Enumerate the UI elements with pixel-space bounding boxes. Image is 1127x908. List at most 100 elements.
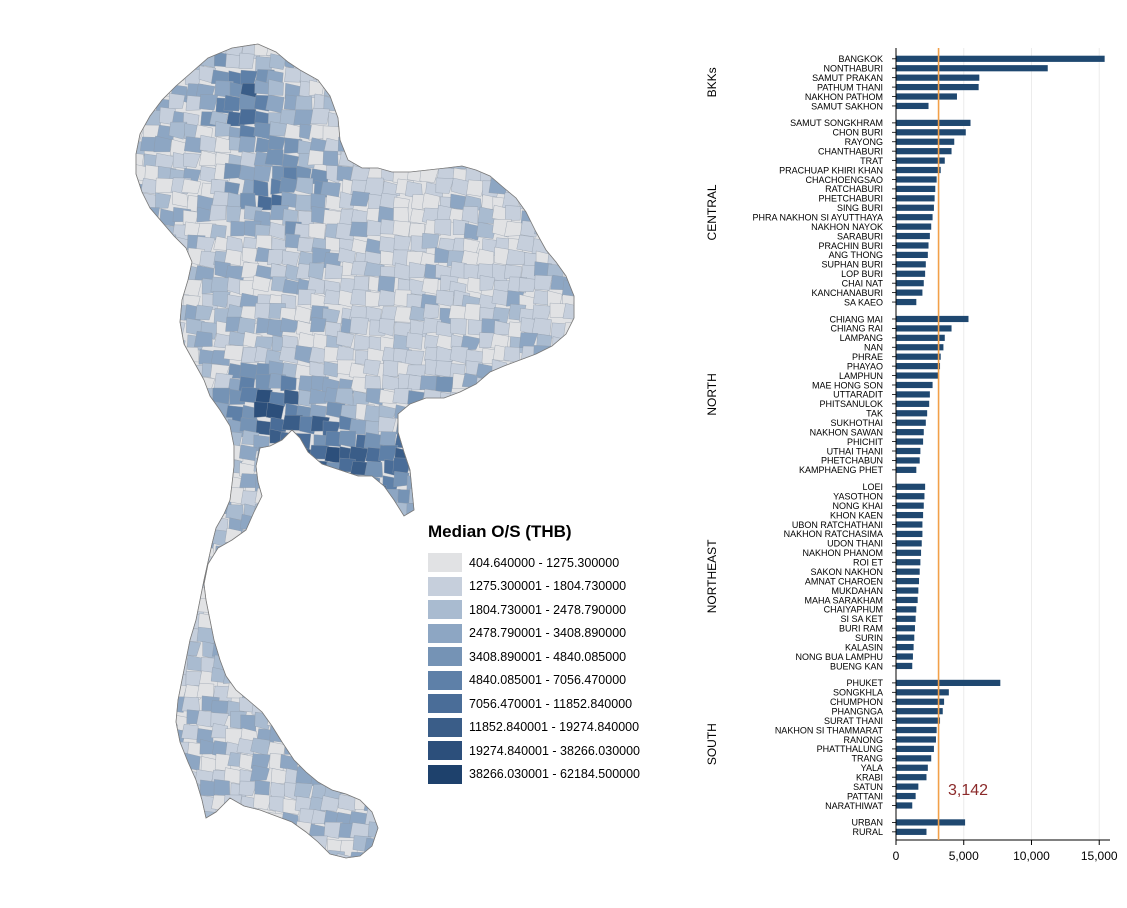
district-cell [224,249,242,266]
category-label: RATCHABURI [825,184,883,194]
category-label: SAKON NAKHON [810,567,883,577]
category-label: ANG THONG [829,250,883,260]
bar [896,540,922,547]
bar [896,251,928,258]
bar [896,289,923,296]
bar [896,232,930,240]
district-cell [209,204,227,221]
district-cell [269,121,288,137]
category-label: SARABURI [837,231,883,241]
bar [896,176,937,183]
district-cell [308,79,325,96]
legend-label: 3408.890001 - 4840.085000 [469,649,627,664]
category-label: CHON BURI [832,128,883,138]
bar [896,410,928,417]
district-cell [309,388,328,404]
legend-item: 1804.730001 - 2478.790000 [428,598,640,622]
category-label: PHRAE [852,352,883,362]
district-cell [238,52,255,69]
category-label: PRACHUAP KHIRI KHAN [779,165,883,175]
district-cell [199,94,219,111]
district-cell [184,136,204,153]
legend-label: 1804.730001 - 2478.790000 [469,602,627,617]
category-label: CHAI NAT [842,278,884,288]
district-cell [223,344,244,361]
district-cell [279,177,300,193]
category-label: UDON THANI [827,539,883,549]
category-label: CHACHOENGSAO [805,175,883,185]
bar [896,717,941,724]
district-cell [310,107,330,125]
bar [896,644,914,651]
bar [896,559,921,566]
bar [896,223,932,230]
category-label: PHITSANULOK [819,399,883,409]
legend-label: 19274.840001 - 38266.030000 [469,743,640,758]
district-cell [323,289,343,306]
district-cell [382,181,400,196]
district-cell [434,219,452,236]
bar [896,419,926,426]
bar [896,325,952,332]
district-cell [153,135,172,153]
category-label: SUKHOTHAI [830,418,883,428]
category-label: CHAIYAPHUM [824,605,883,615]
district-cell [278,346,299,364]
district-cell [479,275,496,291]
district-cell [435,177,454,194]
category-label: CHUMPHON [830,697,883,707]
category-label: MAE HONG SON [812,380,883,390]
legend-item: 3408.890001 - 4840.085000 [428,645,640,669]
district-cell [154,152,175,169]
district-cell [476,221,497,239]
district-cell [266,319,286,338]
district-cell [408,261,427,279]
category-label: TRANG [852,754,884,764]
category-label: NAKHON PATHOM [805,92,883,102]
legend-item: 38266.030001 - 62184.500000 [428,763,640,787]
category-label: LOP BURI [841,269,883,279]
category-label: YALA [861,763,883,773]
thailand-choropleth-map [135,43,575,859]
category-label: NAKHON RATCHASIMA [784,529,883,539]
district-cell [193,331,213,347]
legend-swatch [428,600,462,620]
bar [896,315,969,323]
legend-swatch [428,670,462,690]
bar [896,755,932,762]
category-label: KAMPHAENG PHET [799,465,884,475]
bar [896,606,917,613]
bar [896,549,922,556]
legend-swatch [428,553,462,573]
legend-rows: 404.640000 - 1275.300000 1275.300001 - 18… [428,551,640,786]
bar [896,634,915,641]
bar [896,204,934,211]
district-cell [362,359,381,376]
category-label: SAMUT SAKHON [811,101,883,111]
bar [896,166,941,174]
district-cell [349,316,369,335]
category-label: KRABI [856,772,883,782]
category-label: CHIANG MAI [829,314,883,324]
category-label: SUPHAN BURI [821,260,883,270]
bar [896,280,924,287]
district-cell [268,79,284,96]
category-label: PHAYAO [847,361,883,371]
legend-swatch [428,623,462,643]
district-cell [168,121,188,140]
district-cell [238,780,258,797]
district-cell [320,795,340,812]
district-cell [293,223,313,239]
category-label: BURI RAM [839,624,883,634]
legend-label: 404.640000 - 1275.300000 [469,555,620,570]
category-label: NONG KHAI [832,501,883,511]
bar [896,438,924,445]
bar [896,344,944,351]
district-cell [323,821,344,839]
category-label: AMNAT CHAROEN [805,576,883,586]
bar [896,129,966,136]
district-cell [181,178,202,194]
category-label: NONG BUA LAMPHU [795,652,883,662]
category-label: RAYONG [845,137,883,147]
bar [896,819,966,826]
